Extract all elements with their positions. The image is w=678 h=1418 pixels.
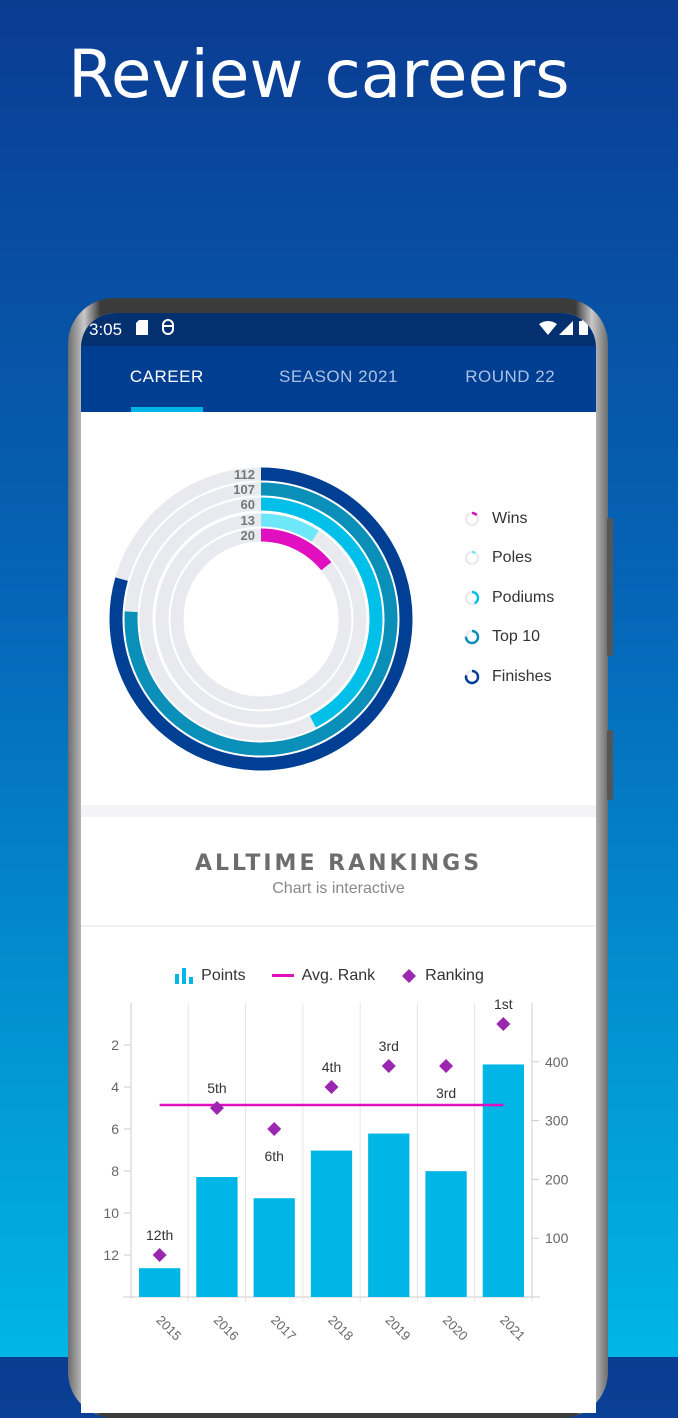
right-axis-tick-label: 200 — [545, 1171, 569, 1187]
bar-chart-icon — [175, 968, 194, 984]
ranking-label: 4th — [322, 1059, 341, 1075]
rankings-header: ALLTIME RANKINGS Chart is interactive — [81, 817, 596, 927]
ring-value-label: 13 — [241, 513, 255, 528]
x-tick-label: 2020 — [440, 1312, 471, 1343]
phone-screen: 3:05 CAREER SEASON 2021 ROUND 22 112 107 6… — [81, 313, 596, 1413]
ranking-label: 3rd — [379, 1038, 399, 1054]
left-axis-tick-label: 2 — [111, 1037, 119, 1053]
battery-icon — [579, 319, 588, 340]
ranking-point-2018 — [324, 1080, 339, 1094]
x-tick-label: 2019 — [383, 1312, 414, 1343]
ring-wins — [260, 528, 332, 571]
ranking-point-2016 — [209, 1101, 224, 1115]
ring-track — [155, 513, 367, 725]
ring-podiums — [260, 497, 383, 728]
rankings-subtitle: Chart is interactive — [272, 880, 405, 897]
signal-icon — [559, 320, 573, 340]
ranking-point-2017 — [267, 1122, 282, 1136]
tab-round-22[interactable]: ROUND 22 — [465, 367, 556, 386]
ranking-label: 5th — [207, 1080, 226, 1096]
legend-item-wins[interactable]: Wins — [464, 510, 528, 528]
legend-label: Poles — [492, 549, 533, 566]
bar-2015 — [139, 1268, 181, 1297]
tab-season-2021[interactable]: SEASON 2021 — [279, 367, 398, 386]
ranking-point-2015 — [152, 1248, 167, 1262]
ranking-point-2021 — [496, 1017, 511, 1031]
phone-side-button — [607, 730, 613, 800]
legend-label: Wins — [492, 510, 528, 527]
ranking-point-2019 — [381, 1059, 396, 1073]
ring-value-label: 112 — [234, 467, 255, 482]
left-axis-tick-label: 4 — [111, 1079, 119, 1095]
right-axis-tick-label: 400 — [545, 1054, 569, 1070]
legend-label: Top 10 — [492, 628, 541, 645]
status-time: 3:05 — [89, 319, 123, 339]
bar-2016 — [196, 1177, 238, 1297]
line-icon — [271, 974, 294, 977]
bar-2021 — [482, 1064, 524, 1297]
bar-2019 — [368, 1133, 410, 1297]
ring-value-label: 107 — [233, 482, 255, 497]
ranking-label: 12th — [146, 1227, 173, 1243]
x-tick-label: 2017 — [268, 1312, 299, 1343]
legend-item-poles[interactable]: Poles — [464, 549, 532, 567]
ring-icon — [464, 629, 480, 645]
rankings-title: ALLTIME RANKINGS — [194, 851, 483, 876]
legend-points[interactable]: Points — [201, 967, 246, 984]
ranking-label: 1st — [494, 996, 513, 1012]
x-tick-label: 2021 — [497, 1312, 528, 1343]
sd-card-icon — [136, 319, 149, 340]
ring-icon — [464, 669, 480, 685]
ring-value-label: 20 — [241, 528, 255, 543]
wifi-icon — [539, 320, 557, 340]
legend-label: Finishes — [492, 668, 552, 685]
ring-value-label: 60 — [241, 497, 255, 512]
legend-ranking[interactable]: Ranking — [425, 967, 484, 984]
tab-career[interactable]: CAREER — [81, 346, 253, 412]
headline: Review careers — [68, 36, 570, 113]
right-axis-tick-label: 100 — [545, 1230, 569, 1246]
legend-avg-rank[interactable]: Avg. Rank — [301, 967, 376, 984]
left-axis-tick-label: 12 — [103, 1247, 119, 1263]
ring-poles — [260, 513, 319, 542]
ring-icon — [464, 511, 480, 527]
left-axis-tick-label: 8 — [111, 1163, 119, 1179]
left-axis-tick-label: 10 — [103, 1205, 119, 1221]
legend-item-top-10[interactable]: Top 10 — [464, 628, 540, 646]
ring-icon — [464, 550, 480, 566]
tab-bar: CAREER SEASON 2021 ROUND 22 — [81, 346, 596, 412]
legend-item-finishes[interactable]: Finishes — [464, 668, 552, 686]
x-tick-label: 2016 — [211, 1312, 242, 1343]
career-rings-card: 112 107 60 13 20 Wins Poles Podiums Top 10 Finis… — [81, 412, 596, 817]
x-tick-label: 2015 — [153, 1312, 184, 1343]
left-axis-tick-label: 6 — [111, 1121, 119, 1137]
bar-2020 — [425, 1171, 467, 1297]
legend-label: Podiums — [492, 589, 555, 606]
chart-legend: Points Avg. Rank Ranking — [81, 967, 596, 985]
app-notification-icon — [162, 319, 175, 340]
x-tick-label: 2018 — [325, 1312, 356, 1343]
status-bar: 3:05 — [81, 313, 596, 346]
ring-top-10 — [124, 482, 398, 756]
diamond-icon — [402, 969, 417, 983]
phone-side-button — [607, 518, 613, 656]
ranking-label: 6th — [264, 1148, 283, 1164]
bar-2018 — [310, 1150, 353, 1297]
ranking-point-2020 — [439, 1059, 454, 1073]
ring-finishes — [109, 467, 413, 771]
rankings-chart[interactable]: 2 4 6 8 10 12 100 200 300 400 2015 2016 2017 2018 2019… — [81, 993, 596, 1393]
ring-icon — [464, 590, 480, 606]
legend-item-podiums[interactable]: Podiums — [464, 589, 554, 607]
ranking-label: 3rd — [436, 1085, 456, 1101]
bar-2017 — [253, 1198, 295, 1297]
right-axis-tick-label: 300 — [545, 1113, 569, 1129]
